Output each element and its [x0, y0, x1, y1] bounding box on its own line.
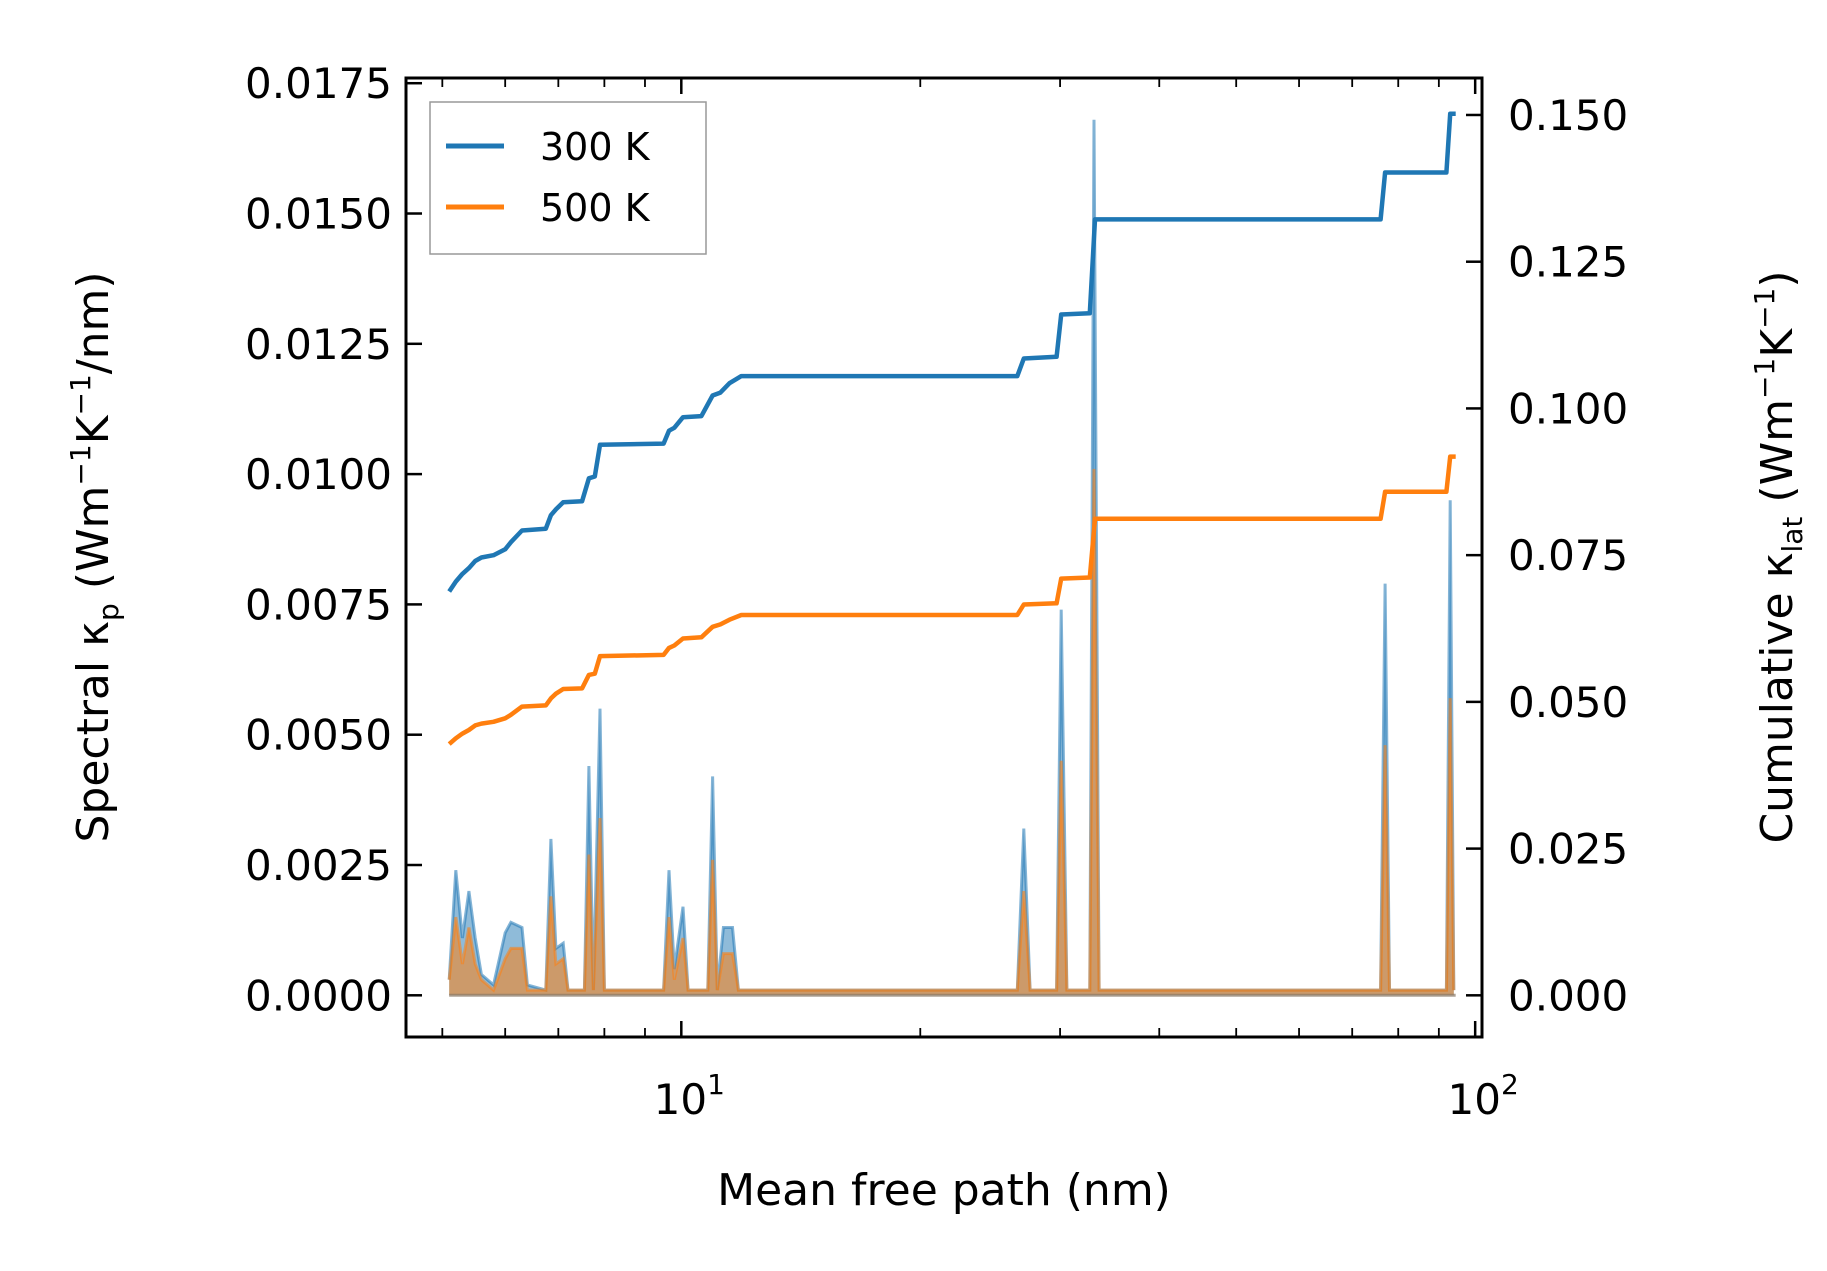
y-left-label-tail: /nm): [68, 271, 119, 374]
y-left-label-mid: K: [68, 414, 119, 444]
y-left-tick-labels: 0.0000 0.0025 0.0050 0.0075 0.0100 0.012…: [245, 59, 392, 1020]
y-right-tick-label: 0.150: [1508, 91, 1628, 140]
y-left-tick-label: 0.0150: [245, 190, 392, 239]
y-left-label-prefix: Spectral κ: [68, 621, 119, 843]
y-right-tick-label: 0.125: [1508, 238, 1628, 287]
y-left-label-sup2: −1: [64, 374, 97, 415]
y-right-tick-labels: 0.000 0.025 0.050 0.075 0.100 0.125 0.15…: [1508, 91, 1628, 1020]
y-right-label-sub: lat: [1776, 517, 1809, 553]
y-left-tick-label: 0.0050: [245, 711, 392, 760]
legend-label-500k: 500 K: [540, 186, 651, 230]
y-left-tick-label: 0.0025: [245, 841, 392, 890]
x-axis-label: Mean free path (nm): [717, 1165, 1171, 1216]
y-right-tick-label: 0.025: [1508, 825, 1628, 874]
tick-layer: [406, 78, 1482, 1037]
y-right-tick-label: 0.000: [1508, 971, 1628, 1020]
legend: 300 K 500 K: [429, 101, 707, 255]
legend-label-300k: 300 K: [540, 125, 651, 169]
cumulative-line-500k: [447, 454, 1456, 746]
y-right-label-unit-open: (Wm: [1752, 399, 1803, 517]
y-left-label-sup1: −1: [64, 444, 97, 485]
y-right-label-tail: ): [1752, 270, 1803, 287]
y-right-tick-label: 0.100: [1508, 384, 1628, 433]
y-right-label-prefix: Cumulative κ: [1752, 552, 1803, 843]
y-left-tick-label: 0.0100: [245, 450, 392, 499]
x-tick-label-100: 102: [1448, 1068, 1519, 1124]
cumulative-line-300k: [447, 111, 1456, 593]
y-right-tick-label: 0.050: [1508, 678, 1628, 727]
y-left-label-unit-open: (Wm: [68, 486, 119, 604]
y-left-tick-label: 0.0075: [245, 580, 392, 629]
plot-frame: [404, 76, 1484, 1039]
y-right-axis-label: Cumulative κlat (Wm−1K−1): [1748, 270, 1809, 843]
y-left-tick-label: 0.0175: [245, 59, 392, 108]
x-tick-label-100-base: 10: [1448, 1075, 1501, 1124]
y-right-label-sup2: −1: [1748, 288, 1781, 329]
spectral-line-500k: [447, 468, 1456, 993]
x-tick-label-10: 101: [654, 1068, 725, 1124]
y-left-axis-label: Spectral κp (Wm−1K−1/nm): [64, 271, 125, 842]
y-right-tick-label: 0.075: [1508, 531, 1628, 580]
x-tick-label-100-exp: 2: [1501, 1068, 1519, 1101]
cumulative-layer: [447, 111, 1456, 746]
y-right-label-sup1: −1: [1748, 358, 1781, 399]
y-right-label-mid: K: [1752, 328, 1803, 358]
x-tick-label-10-base: 10: [654, 1075, 707, 1124]
y-left-label-sub: p: [92, 603, 125, 621]
spectral-layer: [447, 119, 1456, 997]
y-left-tick-label: 0.0000: [245, 971, 392, 1020]
y-left-tick-label: 0.0125: [245, 320, 392, 369]
x-tick-label-10-exp: 1: [707, 1068, 725, 1101]
legend-box: [429, 101, 707, 255]
